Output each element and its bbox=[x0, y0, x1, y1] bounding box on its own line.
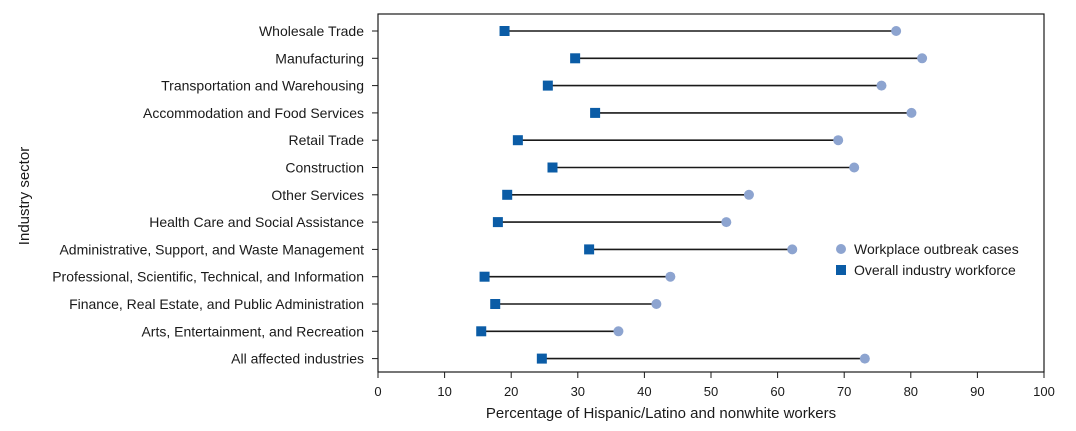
legend-label-workforce: Overall industry workforce bbox=[854, 262, 1016, 278]
workforce-marker bbox=[536, 353, 547, 364]
category-label: Professional, Scientific, Technical, and… bbox=[52, 269, 364, 285]
category-label: Retail Trade bbox=[289, 132, 365, 148]
workforce-marker bbox=[584, 244, 595, 255]
x-tick-label: 50 bbox=[704, 384, 718, 399]
outbreak-marker bbox=[849, 162, 860, 173]
workforce-marker bbox=[476, 326, 487, 337]
workforce-marker bbox=[490, 299, 501, 309]
workforce-marker bbox=[590, 107, 601, 118]
x-tick-label: 30 bbox=[571, 384, 585, 399]
outbreak-marker bbox=[665, 271, 676, 282]
category-label: Finance, Real Estate, and Public Adminis… bbox=[69, 296, 364, 312]
outbreak-marker bbox=[917, 53, 928, 64]
outbreak-marker bbox=[876, 80, 887, 91]
legend-circle-marker bbox=[836, 244, 846, 254]
workforce-marker bbox=[479, 271, 490, 282]
outbreak-marker bbox=[891, 26, 902, 36]
legend-label-outbreak: Workplace outbreak cases bbox=[854, 241, 1019, 257]
workforce-marker bbox=[499, 26, 510, 36]
category-label: Transportation and Warehousing bbox=[161, 78, 364, 94]
x-tick-label: 10 bbox=[437, 384, 451, 399]
outbreak-marker bbox=[651, 299, 662, 309]
x-tick-label: 20 bbox=[504, 384, 518, 399]
outbreak-marker bbox=[613, 326, 624, 337]
x-tick-label: 40 bbox=[637, 384, 651, 399]
workforce-marker bbox=[570, 53, 581, 64]
category-label: Construction bbox=[285, 160, 364, 176]
outbreak-marker bbox=[787, 244, 798, 255]
category-label: Other Services bbox=[271, 187, 364, 203]
plot-frame bbox=[377, 13, 1045, 373]
outbreak-marker bbox=[721, 217, 732, 228]
x-tick-label: 60 bbox=[770, 384, 784, 399]
category-label: Administrative, Support, and Waste Manag… bbox=[59, 241, 364, 257]
workforce-marker bbox=[547, 162, 558, 173]
x-axis-title: Percentage of Hispanic/Latino and nonwhi… bbox=[486, 405, 836, 422]
x-tick-label: 90 bbox=[970, 384, 984, 399]
workforce-marker bbox=[502, 189, 513, 200]
y-axis-title: Industry sector bbox=[16, 147, 33, 245]
x-tick-label: 70 bbox=[837, 384, 851, 399]
category-label: Accommodation and Food Services bbox=[143, 105, 364, 121]
workforce-marker bbox=[492, 217, 503, 228]
plot-area: 0 10 20 30 40 50 60 70 80 90 100 Percentage of Hisp… bbox=[16, 13, 1055, 422]
x-tick-label: 100 bbox=[1033, 384, 1055, 399]
workforce-marker bbox=[512, 135, 523, 146]
legend-square-marker bbox=[836, 265, 846, 275]
category-label: Arts, Entertainment, and Recreation bbox=[141, 323, 364, 339]
category-label: Manufacturing bbox=[275, 50, 364, 66]
outbreak-marker bbox=[859, 353, 870, 364]
outbreak-marker bbox=[906, 107, 917, 118]
outbreak-marker bbox=[743, 189, 754, 200]
x-tick-label: 80 bbox=[904, 384, 918, 399]
x-tick-label: 0 bbox=[374, 384, 381, 399]
workforce-marker bbox=[542, 80, 553, 91]
category-label: Health Care and Social Assistance bbox=[149, 214, 364, 230]
category-label: All affected industries bbox=[231, 351, 364, 367]
category-label: Wholesale Trade bbox=[259, 23, 364, 39]
outbreak-marker bbox=[833, 135, 844, 146]
